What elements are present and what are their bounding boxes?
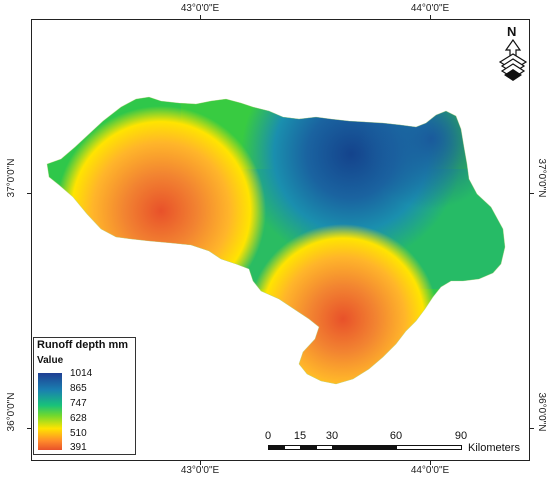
scale-label-30: 30	[325, 430, 339, 442]
scale-segment	[396, 445, 462, 450]
tick-top-43	[200, 15, 201, 19]
tick-right-36	[530, 428, 534, 429]
legend-value-510: 510	[70, 428, 87, 439]
scale-label-0: 0	[264, 430, 272, 442]
north-label: N	[507, 24, 517, 39]
scale-label-15: 15	[293, 430, 307, 442]
legend-color-ramp	[38, 373, 62, 450]
tick-right-37	[530, 193, 534, 194]
lon-label-bottom-43: 43°0'0"E	[180, 465, 220, 476]
legend-title: Runoff depth mm	[37, 339, 129, 351]
scale-segment	[284, 445, 301, 450]
scale-unit: Kilometers	[468, 442, 520, 454]
map-frame	[31, 19, 530, 461]
lon-label-bottom-44: 44°0'0"E	[410, 465, 450, 476]
lon-label-top-43: 43°0'0"E	[180, 3, 220, 14]
tick-bottom-44	[430, 461, 431, 465]
lat-label-right-36: 36°0'0"N	[536, 392, 547, 432]
legend-value-391: 391	[70, 442, 87, 453]
scale-segment	[316, 445, 333, 450]
north-arrow: N	[496, 24, 530, 88]
north-arrow-icon	[498, 38, 528, 81]
lat-label-left-37: 37°0'0"N	[6, 158, 17, 198]
tick-top-44	[430, 15, 431, 19]
scale-segment	[332, 445, 397, 450]
lon-label-top-44: 44°0'0"E	[410, 3, 450, 14]
scale-label-90: 90	[454, 430, 468, 442]
legend-value-1014: 1014	[70, 368, 93, 379]
lat-label-right-37: 37°0'0"N	[536, 158, 547, 198]
legend-value-865: 865	[70, 383, 87, 394]
tick-bottom-43	[200, 461, 201, 465]
scale-label-60: 60	[389, 430, 403, 442]
legend-value-747: 747	[70, 398, 87, 409]
legend-subtitle: Value	[37, 355, 64, 366]
legend: Runoff depth mm Value 1014 865 747 628 5…	[33, 337, 136, 455]
legend-value-628: 628	[70, 413, 87, 424]
lat-label-left-36: 36°0'0"N	[6, 392, 17, 432]
runoff-raster-map	[46, 96, 506, 385]
scale-segment	[268, 445, 285, 450]
tick-left-36	[27, 428, 31, 429]
scale-segment	[300, 445, 317, 450]
tick-left-37	[27, 193, 31, 194]
